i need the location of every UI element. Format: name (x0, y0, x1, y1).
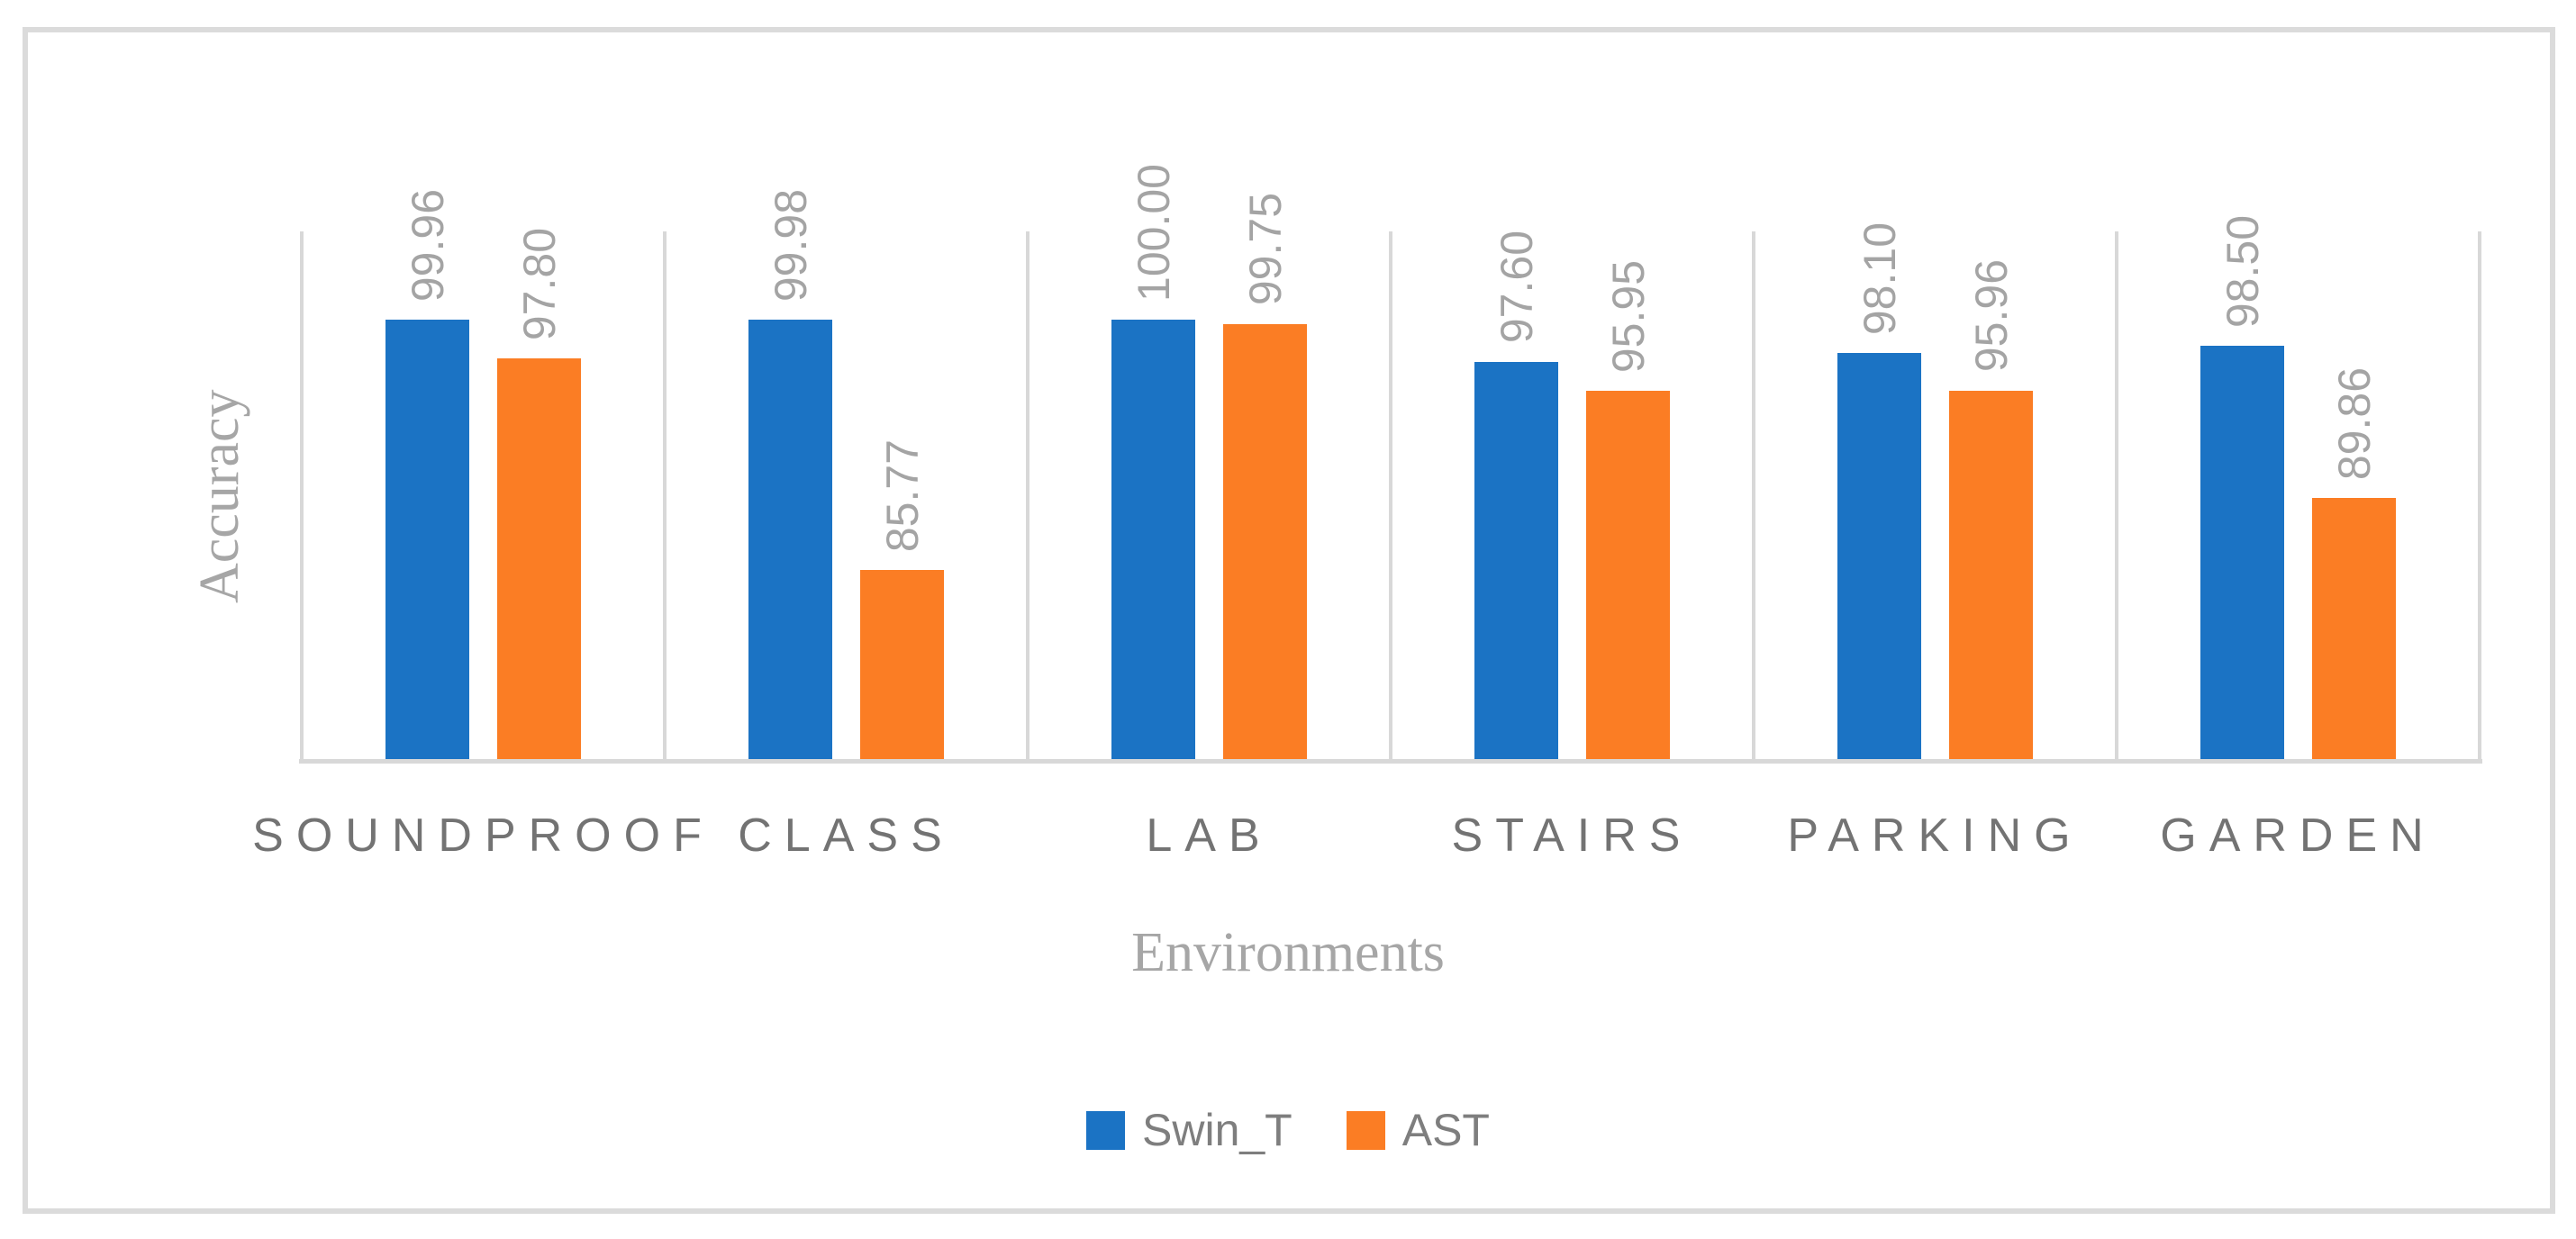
bar-value-label: 89.86 (2328, 366, 2380, 480)
chart-border (23, 27, 2555, 1214)
bar-value-label: 97.80 (513, 227, 565, 340)
bar-swin_t-stairs (1474, 361, 1558, 759)
gridline (1389, 231, 1392, 759)
category-label-parking: PARKING (1787, 809, 2083, 862)
gridline (300, 231, 304, 759)
bar-value-label: 99.98 (765, 188, 816, 303)
bar-value-label: 95.95 (1602, 259, 1654, 373)
gridline (663, 231, 667, 759)
legend-swatch-swin_t (1086, 1110, 1125, 1150)
category-label-stairs: STAIRS (1451, 809, 1693, 862)
legend-label-ast: AST (1401, 1105, 1490, 1155)
bar-value-label: 99.96 (402, 189, 453, 303)
bar-value-label: 98.50 (2217, 214, 2268, 328)
bar-ast-stairs (1586, 390, 1670, 759)
bar-ast-soundproof (497, 357, 581, 759)
bar-value-label: 99.75 (1239, 193, 1291, 306)
bar-swin_t-soundproof (385, 320, 469, 759)
gridline (2478, 231, 2481, 759)
category-label-class: CLASS (738, 809, 955, 862)
bar-swin_t-parking (1837, 352, 1921, 759)
x-axis-line (299, 759, 2482, 764)
bar-value-label: 97.60 (1491, 231, 1542, 344)
bar-value-label: 98.10 (1854, 222, 1905, 335)
bar-swin_t-lab (1111, 319, 1195, 759)
category-label-lab: LAB (1146, 809, 1273, 862)
x-axis-title: Environments (1131, 922, 1445, 983)
legend: Swin_T AST (0, 1104, 2576, 1156)
gridline (1752, 231, 1755, 759)
legend-label-swin_t: Swin_T (1142, 1105, 1293, 1155)
legend-item-ast: AST (1346, 1104, 1490, 1156)
bar-swin_t-garden (2200, 345, 2284, 759)
gridline (1026, 231, 1029, 759)
bar-value-label: 100.00 (1128, 163, 1179, 302)
legend-swatch-ast (1346, 1110, 1385, 1150)
legend-item-swin_t: Swin_T (1086, 1104, 1293, 1156)
bar-value-label: 95.96 (1965, 259, 2017, 373)
y-axis-title: Accuracy (189, 389, 250, 603)
bar-ast-garden (2312, 497, 2396, 759)
bar-swin_t-class (748, 320, 832, 759)
category-label-garden: GARDEN (2160, 809, 2436, 862)
bar-ast-lab (1223, 323, 1307, 759)
gridline (2115, 231, 2118, 759)
category-label-soundproof: SOUNDPROOF (252, 809, 714, 862)
bar-ast-class (860, 569, 944, 759)
bar-value-label: 85.77 (876, 439, 928, 552)
bar-ast-parking (1949, 390, 2033, 759)
